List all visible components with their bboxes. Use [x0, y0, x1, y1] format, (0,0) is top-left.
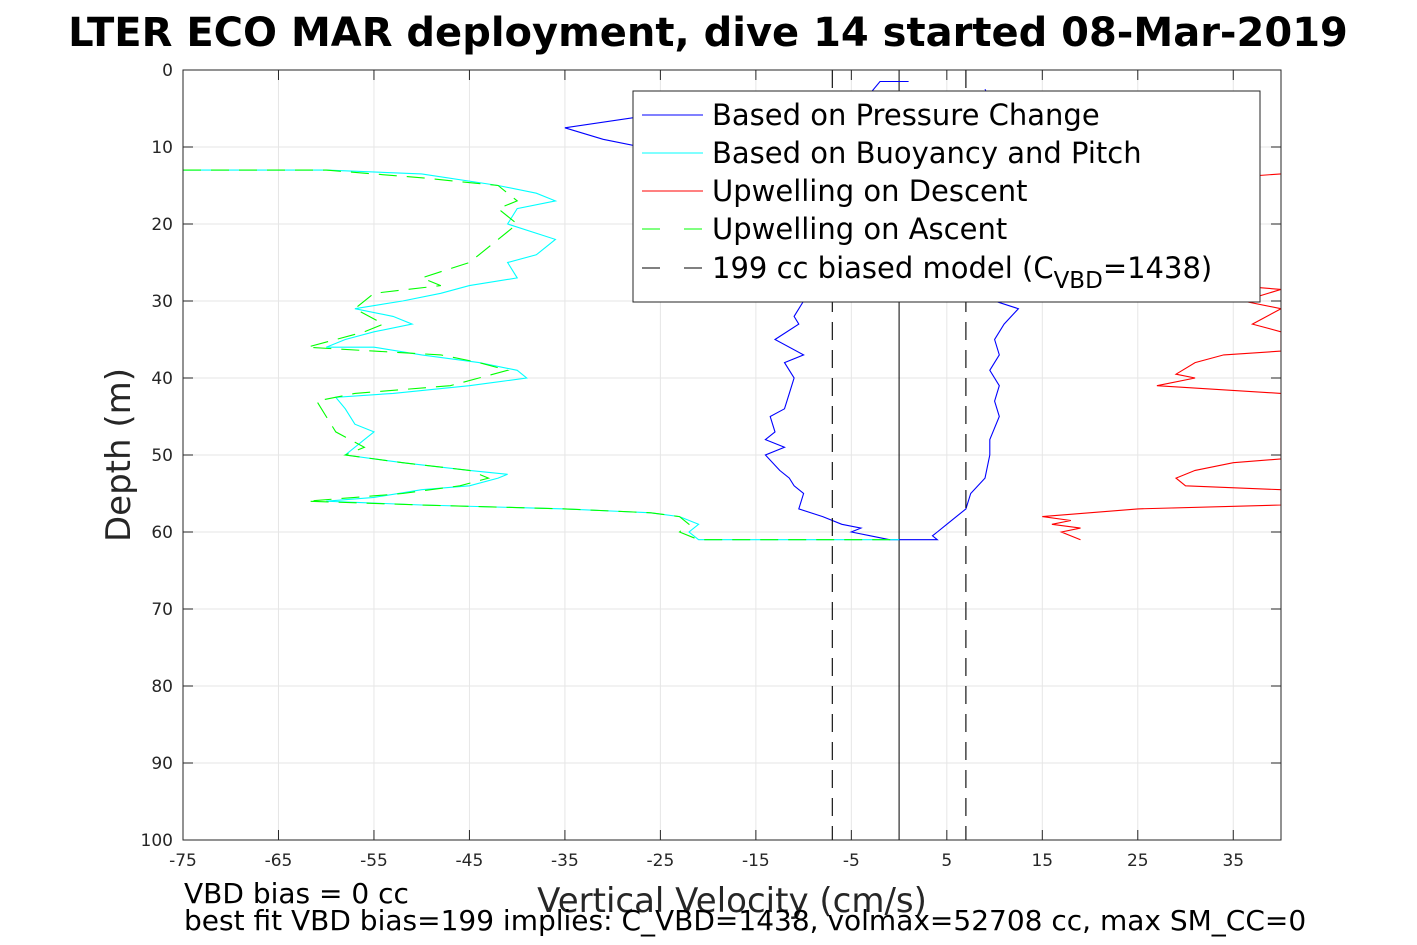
chart-title: LTER ECO MAR deployment, dive 14 started…: [68, 10, 1348, 56]
x-tick-label: -5: [843, 851, 860, 871]
series-line-based-on-buoyancy-and-pitch: [183, 169, 900, 541]
legend-label-199-cc-biased-model-c-vbd-1438: 199 cc biased model (CVBD=1438): [712, 251, 1212, 294]
legend: Based on Pressure Change Based on Buoyanc…: [632, 90, 1261, 303]
y-tick-label: 10: [151, 138, 173, 158]
y-tick-label: 40: [151, 369, 173, 389]
y-tick-label: 70: [151, 600, 173, 620]
y-tick-label: 20: [151, 215, 173, 235]
legend-label-based-on-pressure-change: Based on Pressure Change: [712, 98, 1100, 132]
legend-label-upwelling-on-descent: Upwelling on Descent: [712, 174, 1028, 208]
y-tick-label: 50: [151, 446, 173, 466]
x-axis-ticks: -75 -65 -55 -45 -35 -25 -15 -5 5 15 25 35: [169, 70, 1244, 871]
x-tick-label: -75: [169, 851, 197, 871]
series-line-upwelling-on-ascent: [183, 169, 900, 541]
y-tick-label: 90: [151, 754, 173, 774]
legend-box: [632, 90, 1261, 303]
vbd-bias-note: VBD bias = 0 cc: [184, 877, 409, 910]
y-tick-label: 100: [141, 831, 173, 851]
x-tick-label: 15: [1031, 851, 1053, 871]
y-tick-label: 80: [151, 677, 173, 697]
y-tick-label: 0: [162, 61, 173, 81]
x-tick-label: 5: [941, 851, 952, 871]
x-axis-label: Vertical Velocity (cm/s): [537, 881, 927, 921]
x-tick-label: -65: [265, 851, 293, 871]
x-tick-label: -55: [360, 851, 388, 871]
legend-label-based-on-buoyancy-and-pitch: Based on Buoyancy and Pitch: [712, 136, 1142, 170]
y-axis-label: Depth (m): [99, 368, 139, 542]
x-tick-label: -15: [742, 851, 770, 871]
best-fit-note: best fit VBD bias=199 implies: C_VBD=143…: [184, 904, 1306, 937]
y-tick-label: 30: [151, 292, 173, 312]
x-tick-label: 25: [1127, 851, 1149, 871]
legend-label-upwelling-on-ascent: Upwelling on Ascent: [712, 212, 1007, 246]
x-tick-label: -25: [647, 851, 675, 871]
y-tick-label: 60: [151, 523, 173, 543]
y-axis-ticks: 0 10 20 30 40 50 60 70 80 90 100: [141, 61, 1281, 851]
x-tick-label: 35: [1222, 851, 1244, 871]
x-tick-label: -45: [456, 851, 484, 871]
x-tick-label: -35: [551, 851, 579, 871]
